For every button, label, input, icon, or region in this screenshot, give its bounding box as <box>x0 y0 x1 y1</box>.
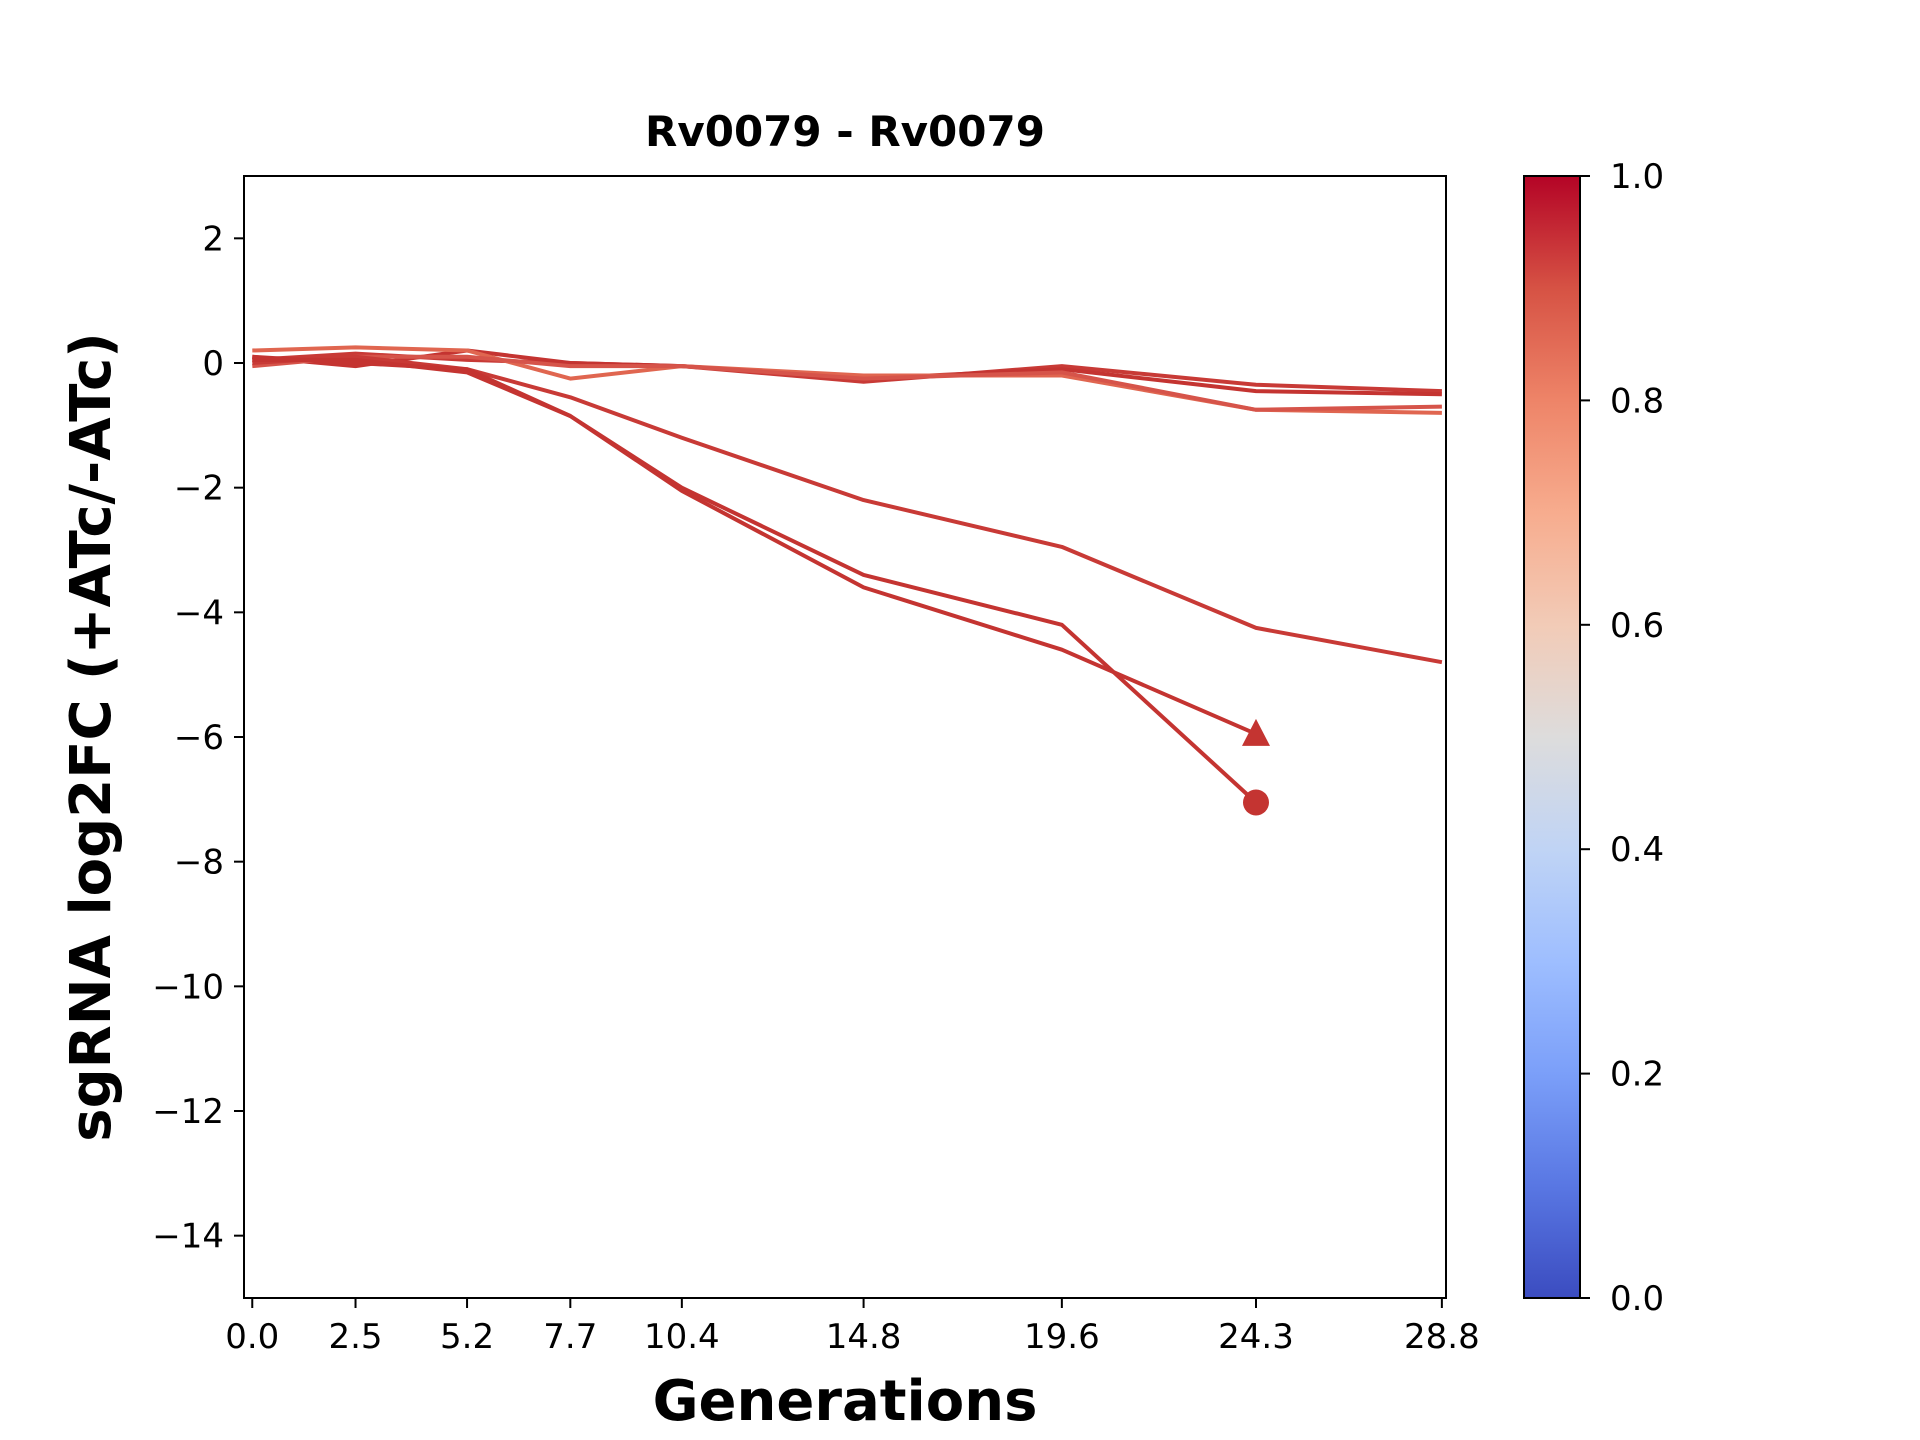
x-tick-label: 0.0 <box>225 1317 279 1357</box>
colorbar-tick-label: 0.2 <box>1610 1055 1664 1095</box>
x-tick-label: 19.6 <box>1024 1317 1100 1357</box>
y-tick-label: −4 <box>174 593 224 633</box>
x-tick-label: 10.4 <box>644 1317 720 1357</box>
series-line-7 <box>252 354 1257 736</box>
y-tick-label: 0 <box>202 344 224 384</box>
series-end-marker-triangle <box>1241 718 1270 746</box>
colorbar-tick-label: 0.0 <box>1610 1279 1664 1319</box>
series-line-5 <box>252 354 1443 665</box>
series-end-marker-circle <box>1242 789 1269 816</box>
x-tick-label: 2.5 <box>328 1317 382 1357</box>
series-line-6 <box>252 357 1258 804</box>
x-axis-label: Generations <box>653 1369 1038 1434</box>
x-tick-label: 24.3 <box>1218 1317 1294 1357</box>
y-tick-label: 2 <box>202 219 224 259</box>
plot-markers <box>1241 718 1270 816</box>
x-tick-label: 28.8 <box>1404 1317 1480 1357</box>
series-line-1 <box>252 351 1442 394</box>
colorbar-tick-label: 1.0 <box>1610 157 1664 197</box>
x-tick-label: 5.2 <box>440 1317 494 1357</box>
colorbar-tick-label: 0.8 <box>1610 381 1664 421</box>
y-tick-label: −12 <box>152 1092 224 1132</box>
y-tick-label: −14 <box>152 1217 224 1257</box>
y-tick-label: −10 <box>152 967 224 1007</box>
y-tick-label: −2 <box>174 469 224 509</box>
y-axis: 2 0 −2 −4 −6 −8 −10 −12 −14 <box>152 219 244 1257</box>
colorbar-tick-label: 0.4 <box>1610 830 1664 870</box>
series-line-4 <box>252 354 1442 412</box>
chart-title: Rv0079 - Rv0079 <box>645 107 1045 156</box>
x-axis: 0.0 2.5 5.2 7.7 10.4 14.8 19.6 24.3 28.8 <box>225 1298 1480 1357</box>
colorbar-tick-label: 0.6 <box>1610 606 1664 646</box>
x-tick-label: 14.8 <box>826 1317 902 1357</box>
plot-frame <box>243 175 1447 1299</box>
y-tick-label: −8 <box>174 843 224 883</box>
x-tick-label: 7.7 <box>543 1317 597 1357</box>
plot-series <box>252 345 1443 804</box>
colorbar <box>1523 175 1581 1299</box>
y-axis-label: sgRNA log2FC (+ATc/-ATc) <box>59 332 124 1142</box>
colorbar-ticks: 0.0 0.2 0.4 0.6 0.8 1.0 <box>1580 157 1664 1319</box>
y-tick-label: −6 <box>174 718 224 758</box>
